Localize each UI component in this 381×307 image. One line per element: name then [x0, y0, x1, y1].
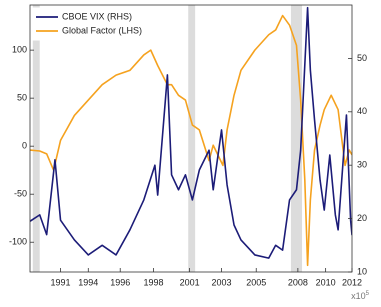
y2-tick-label: 10: [357, 266, 367, 276]
x-exponent-base: x10: [351, 291, 366, 301]
plot-frame: [29, 4, 353, 273]
legend: CBOE VIX (RHS) Global Factor (LHS): [32, 7, 162, 41]
x-tick-label: 1994: [78, 277, 98, 287]
y-tick-label: 0: [22, 141, 27, 151]
x-tick-label: 1996: [110, 277, 130, 287]
y2-tick-label: 20: [357, 213, 367, 223]
x-tick-label: 2012: [342, 277, 362, 287]
legend-box: [32, 7, 162, 41]
data-line: [30, 6, 352, 259]
axes: -100 -50 0 50 100 10 20 30 40 50 1991 1994 1996 1998 2…: [9, 4, 370, 302]
lines: [30, 6, 352, 267]
y2-tick-label: 50: [357, 53, 367, 63]
shaded-region: [188, 5, 196, 272]
x-tick-label: 2010: [316, 277, 336, 287]
y-tick-label: -50: [14, 189, 27, 199]
data-line: [30, 14, 352, 267]
y-tick-label: -100: [9, 237, 27, 247]
y2-tick-label: 40: [357, 106, 367, 116]
y2-tick-label: 30: [357, 160, 367, 170]
x-tick-label: 2008: [288, 277, 308, 287]
shaded-regions: [32, 5, 303, 272]
x-tick-label: 2005: [246, 277, 266, 287]
x-exponent: x105: [351, 291, 370, 302]
legend-label: Global Factor (LHS): [62, 25, 142, 35]
x-tick-label: 2003: [212, 277, 232, 287]
legend-label: CBOE VIX (RHS): [62, 11, 132, 21]
x-tick-label: 1998: [144, 277, 164, 287]
shaded-region: [290, 5, 303, 272]
x-tick-label: 2001: [180, 277, 200, 287]
x-exponent-power: 5: [366, 291, 370, 297]
y-tick-label: 100: [12, 45, 27, 55]
shaded-region: [32, 5, 40, 272]
x-tick-label: 1991: [51, 277, 71, 287]
y-tick-label: 50: [17, 93, 27, 103]
